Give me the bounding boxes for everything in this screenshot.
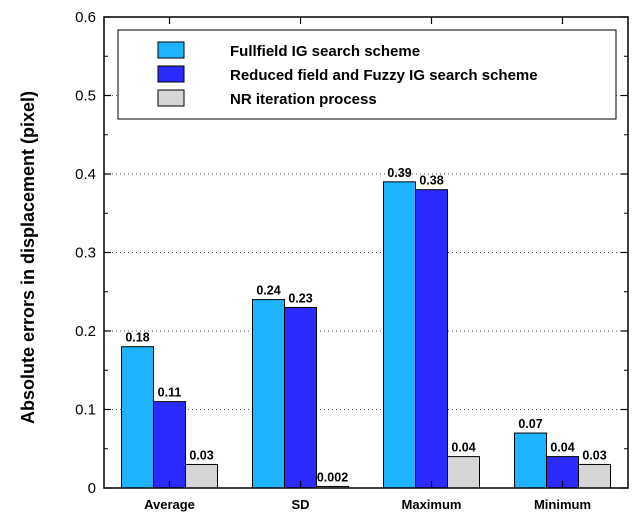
bar-average-series-2 (153, 401, 186, 489)
legend-label: NR iteration process (230, 91, 377, 108)
data-label: 0.24 (256, 284, 280, 298)
y-tick-label: 0.3 (75, 245, 96, 262)
legend: Fullfield IG search scheme Reduced field … (117, 29, 617, 120)
data-labels: 0.18 0.11 0.03 0.24 0.23 0.002 0.39 0.38 0.04 0.0… (125, 166, 606, 485)
data-label: 0.07 (518, 417, 542, 431)
legend-box (117, 29, 617, 120)
x-category-label: Minimum (534, 497, 591, 512)
bar-sd-series-1 (252, 299, 285, 489)
legend-items: Fullfield IG search scheme Reduced field … (157, 41, 538, 108)
bar-average-series-3 (185, 463, 218, 489)
data-label: 0.11 (158, 386, 182, 400)
data-label: 0.18 (125, 331, 149, 345)
x-category-label: Average (144, 497, 195, 512)
x-axis-labels: Average SD Maximum Minimum (144, 17, 591, 512)
y-tick-label: 0.2 (75, 323, 96, 340)
gridlines (104, 95, 628, 410)
data-label: 0.38 (419, 174, 443, 188)
x-category-label: SD (291, 497, 309, 512)
legend-label: Fullfield IG search scheme (230, 43, 420, 60)
y-tick-label: 0.5 (75, 88, 96, 105)
x-category-label: Maximum (402, 497, 462, 512)
y-tick-label: 0.1 (75, 402, 96, 419)
y-tick-label: 0.4 (75, 166, 96, 183)
bar-maximum-series-3 (447, 456, 480, 489)
bar-maximum-series-2 (415, 189, 448, 489)
legend-swatch (157, 41, 185, 59)
y-axis-title: Absolute errors in displacement (pixel) (18, 91, 38, 424)
data-label: 0.39 (387, 166, 411, 180)
legend-label: Reduced field and Fuzzy IG search scheme (230, 67, 538, 84)
data-label: 0.002 (317, 470, 348, 484)
bar-sd-series-2 (284, 306, 317, 489)
legend-swatch (157, 89, 185, 107)
data-label: 0.04 (550, 441, 574, 455)
data-label: 0.23 (288, 291, 312, 305)
legend-swatch (157, 65, 185, 83)
bar-minimum-series-3 (578, 463, 611, 489)
y-axis-ticks: 0 0.1 0.2 0.3 0.4 0.5 0.6 (75, 9, 628, 497)
bar-average-series-1 (121, 346, 154, 489)
y-tick-label: 0.6 (75, 9, 96, 26)
bar-minimum-series-1 (514, 432, 547, 489)
bar-maximum-series-1 (383, 181, 416, 489)
y-tick-label: 0 (88, 480, 96, 497)
data-label: 0.04 (451, 441, 475, 455)
data-label: 0.03 (189, 448, 213, 462)
data-label: 0.03 (582, 448, 606, 462)
bars (121, 181, 611, 489)
